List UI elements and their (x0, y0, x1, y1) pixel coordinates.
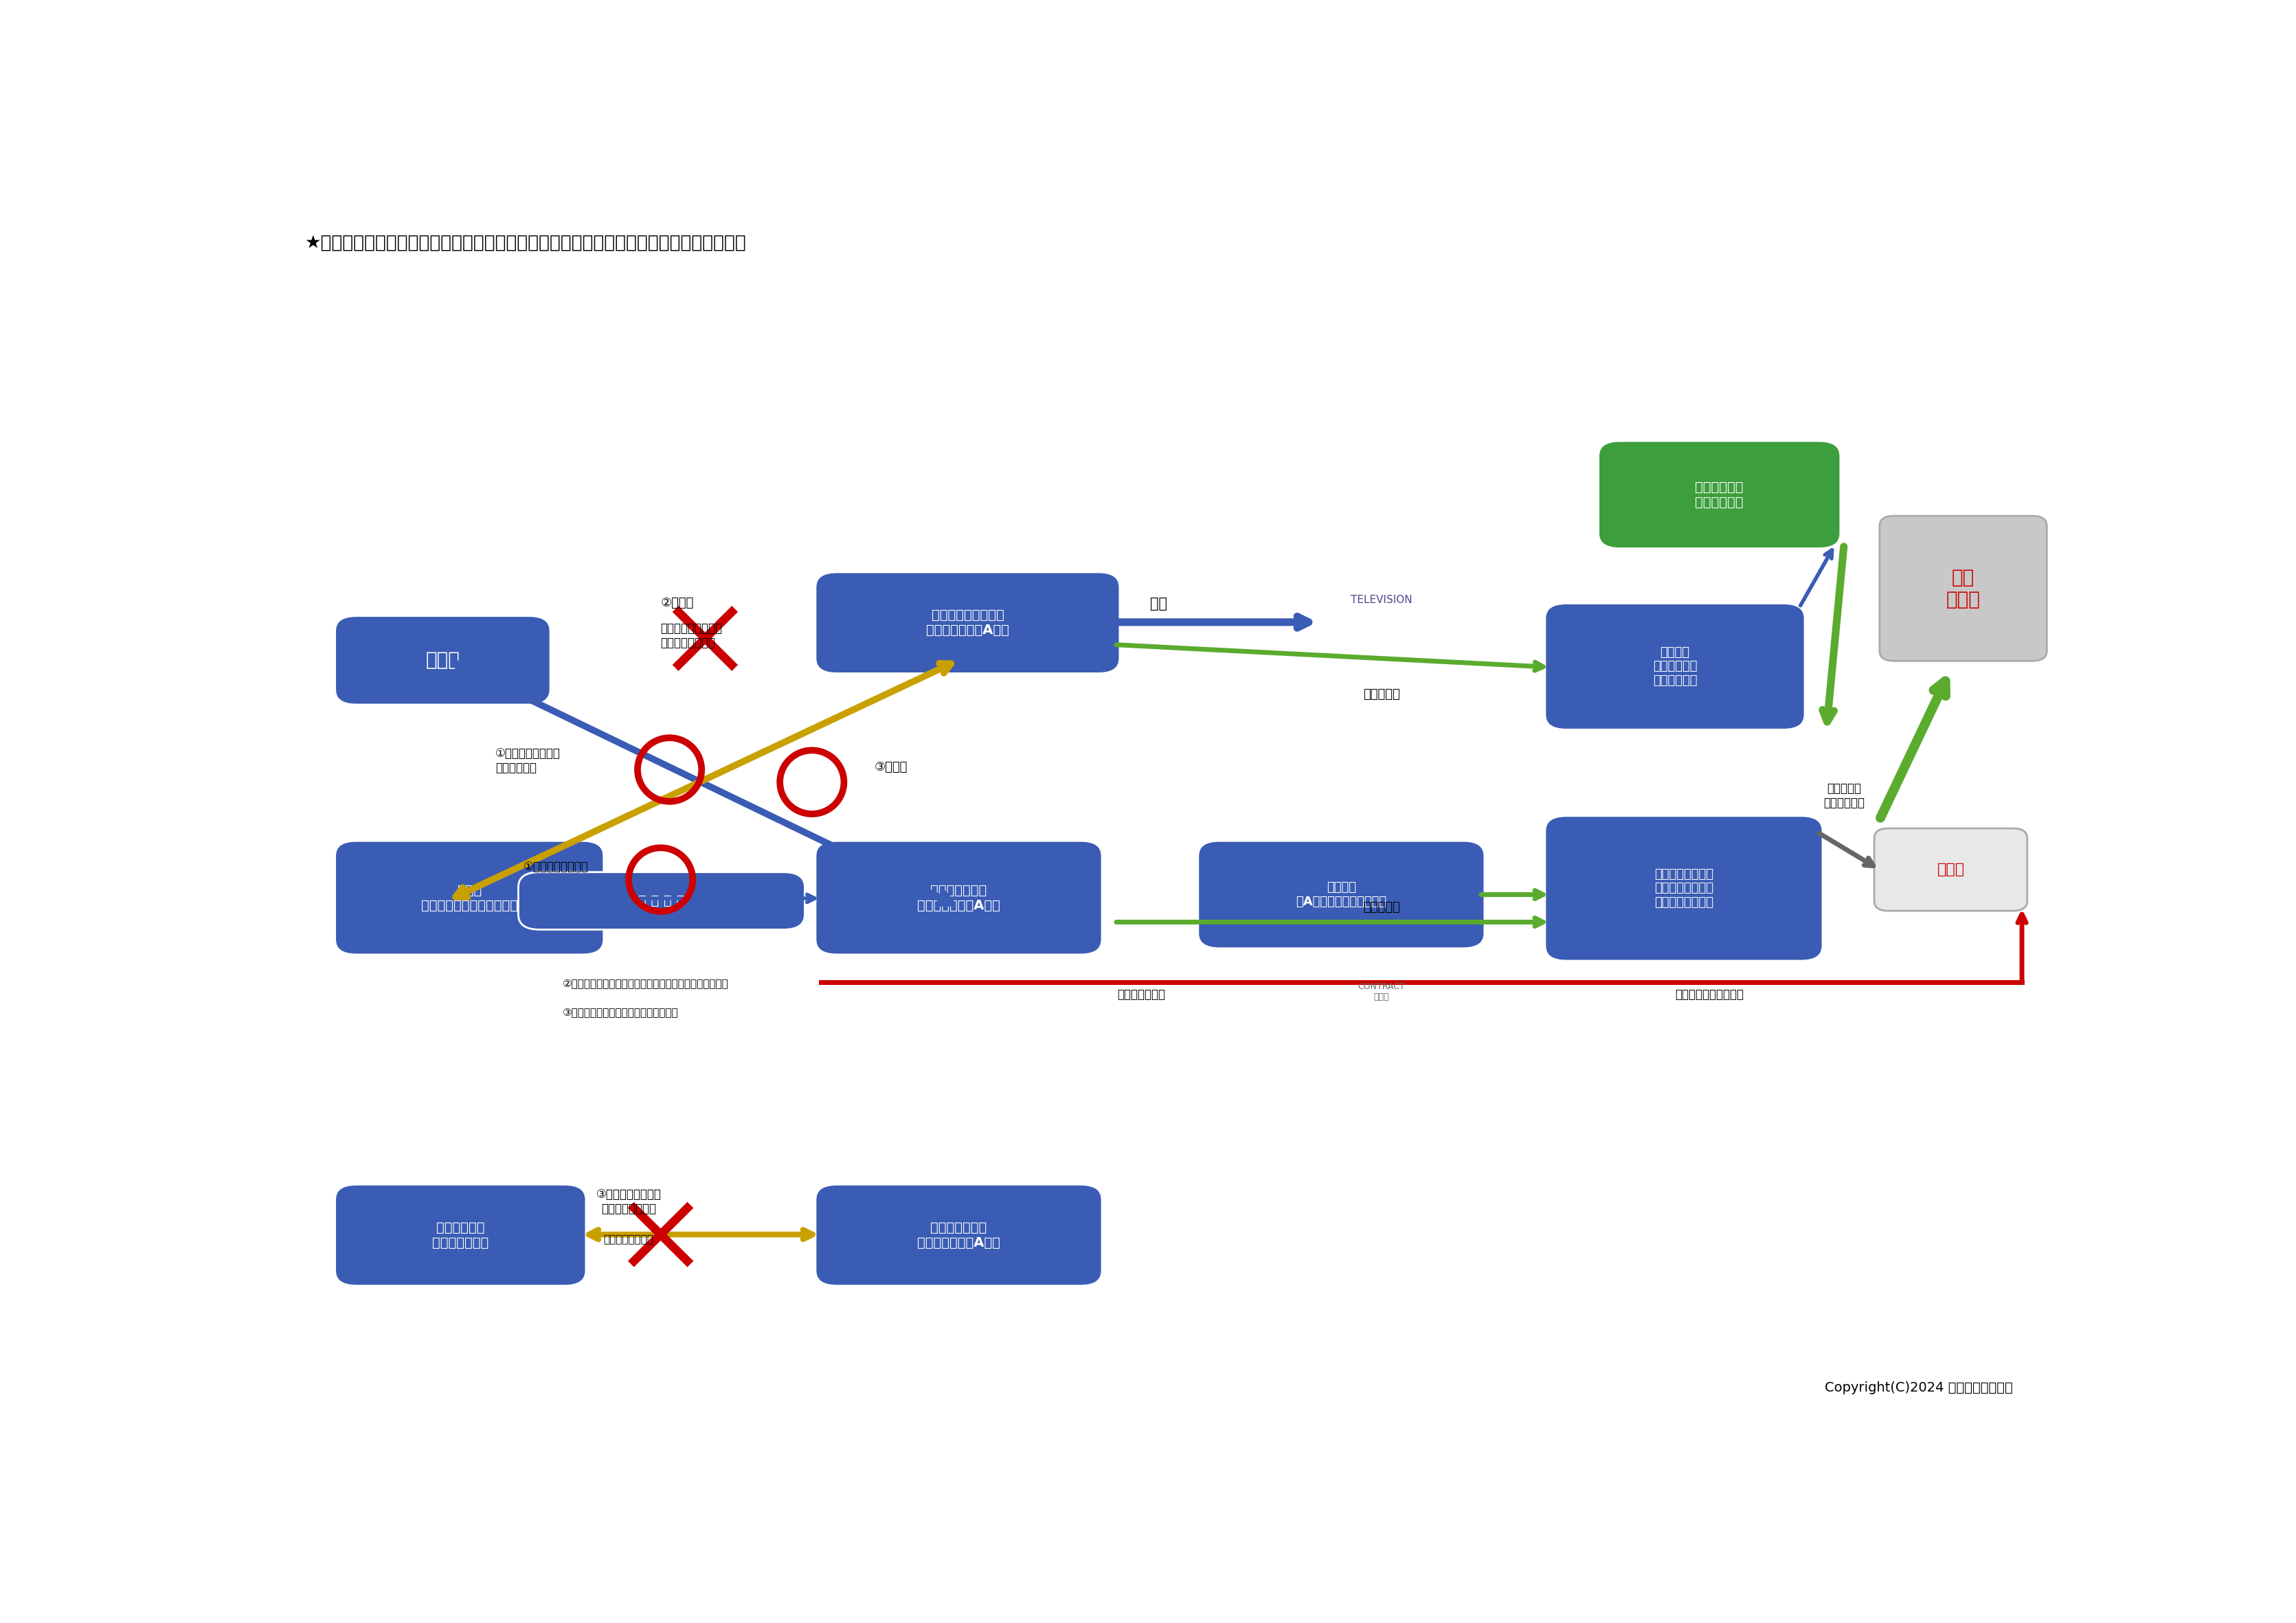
Text: 消費者のみから家族
写真の撮影を委託: 消費者のみから家族 写真の撮影を委託 (661, 622, 723, 649)
Text: 業 務 委 託: 業 務 委 託 (638, 894, 684, 907)
Text: ②の場合: ②の場合 (661, 597, 693, 610)
Text: ③の場合: ③の場合 (875, 761, 907, 773)
FancyBboxPatch shape (815, 1185, 1102, 1285)
Text: 東京
労働局: 東京 労働局 (1947, 568, 1981, 609)
Text: 連合フリーランス
労災保険センター
（特別加入団体）: 連合フリーランス 労災保険センター （特別加入団体） (1655, 868, 1713, 909)
FancyBboxPatch shape (519, 872, 806, 930)
Text: （委託ではない）: （委託ではない） (604, 1235, 654, 1245)
FancyBboxPatch shape (335, 1185, 585, 1285)
Text: ③自作した水中写真
をネット等で販売: ③自作した水中写真 をネット等で販売 (597, 1188, 661, 1216)
Text: 保険給付手続きの支援: 保険給付手続きの支援 (1676, 988, 1743, 1001)
Text: 加入手続き: 加入手続き (1364, 688, 1401, 701)
Text: ②業務委託による事業は実施しない・事業を行う意向なし: ②業務委託による事業は実施しない・事業を行う意向なし (563, 979, 728, 988)
Text: ③業務委託を受けて事業を行う意向あり: ③業務委託を受けて事業を行う意向あり (563, 1006, 680, 1018)
Text: CONTRACT
契約書: CONTRACT 契約書 (1357, 982, 1405, 1001)
FancyBboxPatch shape (1874, 828, 2027, 911)
Text: 個人カメラマン
（フリーランスA氏）: 個人カメラマン （フリーランスA氏） (916, 883, 1001, 912)
FancyBboxPatch shape (335, 615, 551, 704)
Text: 契約: 契約 (1150, 597, 1166, 610)
Text: 芸能番組カメラマン
（フリーランスA氏）: 芸能番組カメラマン （フリーランスA氏） (925, 609, 1010, 636)
Text: ①消費者が家族写真
の撮影を委託: ①消費者が家族写真 の撮影を委託 (496, 747, 560, 774)
Text: 画像編集
（A氏の妻：家族従事者）: 画像編集 （A氏の妻：家族従事者） (1295, 881, 1387, 907)
Text: 監督署: 監督署 (1938, 863, 1965, 876)
FancyBboxPatch shape (1880, 516, 2046, 661)
Text: Copyright(C)2024 労働組合福祉協会: Copyright(C)2024 労働組合福祉協会 (1825, 1381, 2014, 1394)
Text: 消費者: 消費者 (425, 651, 459, 670)
FancyBboxPatch shape (815, 573, 1120, 674)
Text: 芸能関係
作業従事者の
特別加入団体: 芸能関係 作業従事者の 特別加入団体 (1653, 646, 1697, 687)
FancyBboxPatch shape (335, 841, 604, 954)
FancyBboxPatch shape (1598, 441, 1841, 549)
Text: 企業等
（企業又はフリーランス）: 企業等 （企業又はフリーランス） (420, 883, 519, 912)
FancyBboxPatch shape (1545, 604, 1805, 730)
Text: 加入手続き: 加入手続き (1364, 901, 1401, 914)
Text: 保険給付手続き: 保険給付手続き (1118, 988, 1164, 1001)
Text: 水中カメラマン
（フリーランスA氏）: 水中カメラマン （フリーランスA氏） (916, 1220, 1001, 1250)
Text: 申請書又は
変更届の提出: 申請書又は 変更届の提出 (1823, 782, 1864, 808)
Text: TELEVISION: TELEVISION (1350, 594, 1412, 605)
FancyBboxPatch shape (815, 841, 1102, 954)
Text: 消費者・企業
（不特定多数）: 消費者・企業 （不特定多数） (432, 1220, 489, 1250)
FancyBboxPatch shape (1545, 816, 1823, 961)
Text: 芸能従事者用
特別加入団体: 芸能従事者用 特別加入団体 (1694, 480, 1743, 508)
Text: ①企業等が宣材写真: ①企業等が宣材写真 (523, 860, 588, 873)
FancyBboxPatch shape (1199, 841, 1486, 948)
Text: ★一人のカメラマンが様々な仕事を行う場合の対象となる業務と特別加入手続きについて: ★一人のカメラマンが様々な仕事を行う場合の対象となる業務と特別加入手続きについて (305, 235, 746, 253)
